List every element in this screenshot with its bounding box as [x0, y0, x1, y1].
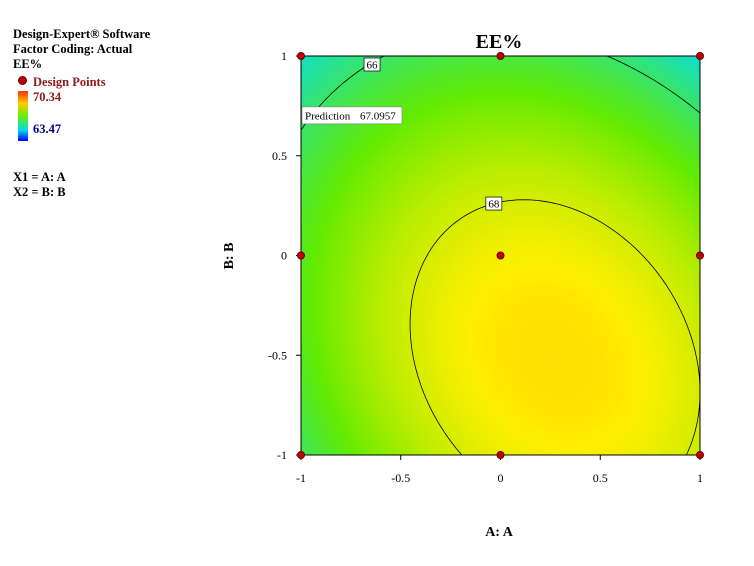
svg-text:68: 68 — [488, 199, 500, 211]
design-point-icon — [18, 76, 27, 85]
y-axis: -1 -0.5 0 0.5 1 — [268, 49, 301, 462]
y-tick-label: -0.5 — [268, 348, 287, 362]
y-tick-label: 0.5 — [272, 149, 287, 163]
prediction-label: Prediction — [305, 110, 351, 122]
prediction-value: 67.0957 — [360, 110, 396, 122]
color-scale-bar — [18, 91, 28, 141]
prediction-flag: Prediction 67.0957 — [301, 106, 403, 125]
design-point — [296, 251, 305, 260]
design-points-legend: Design Points — [18, 75, 106, 90]
factor-legend: X1 = A: A X2 = B: B — [13, 170, 66, 200]
design-point — [296, 450, 305, 459]
contour-labels: 66 68 — [363, 57, 503, 211]
contour-label-66: 66 — [363, 57, 381, 72]
contour-line-68 — [409, 199, 700, 455]
x-tick-label: 0 — [498, 471, 504, 485]
y-axis-label: B: B — [222, 243, 237, 270]
design-point — [696, 52, 705, 61]
design-points — [296, 52, 705, 459]
x-axis-label: A: A — [485, 525, 514, 540]
prediction-box — [301, 106, 403, 125]
x-tick-label: -0.5 — [391, 471, 410, 485]
y-tick-label: 0 — [281, 249, 287, 263]
svg-text:66: 66 — [367, 60, 379, 72]
chart-title: EE% — [476, 31, 523, 53]
design-point — [696, 450, 705, 459]
color-scale-max: 70.34 — [33, 90, 62, 104]
design-point — [296, 52, 305, 61]
x-tick-label: -1 — [296, 471, 306, 485]
x-tick-label: 0.5 — [593, 471, 608, 485]
color-scale-min: 63.47 — [33, 122, 62, 136]
contour-label-68: 68 — [485, 196, 503, 211]
info-panel: Design-Expert® Software Factor Coding: A… — [13, 27, 150, 72]
x-axis: -1 -0.5 0 0.5 1 — [296, 455, 703, 485]
factor-x1-label: X1 = A: A — [13, 170, 66, 184]
response-label: EE% — [13, 57, 43, 71]
factor-x2-label: X2 = B: B — [13, 185, 66, 199]
design-point — [496, 52, 505, 61]
design-points-label: Design Points — [33, 75, 106, 89]
software-label: Design-Expert® Software — [13, 27, 151, 41]
design-point — [496, 251, 505, 260]
y-tick-label: -1 — [277, 448, 287, 462]
design-point — [696, 251, 705, 260]
x-tick-label: 1 — [697, 471, 703, 485]
design-point — [496, 450, 505, 459]
factor-coding-label: Factor Coding: Actual — [13, 42, 133, 56]
y-tick-label: 1 — [281, 49, 287, 63]
